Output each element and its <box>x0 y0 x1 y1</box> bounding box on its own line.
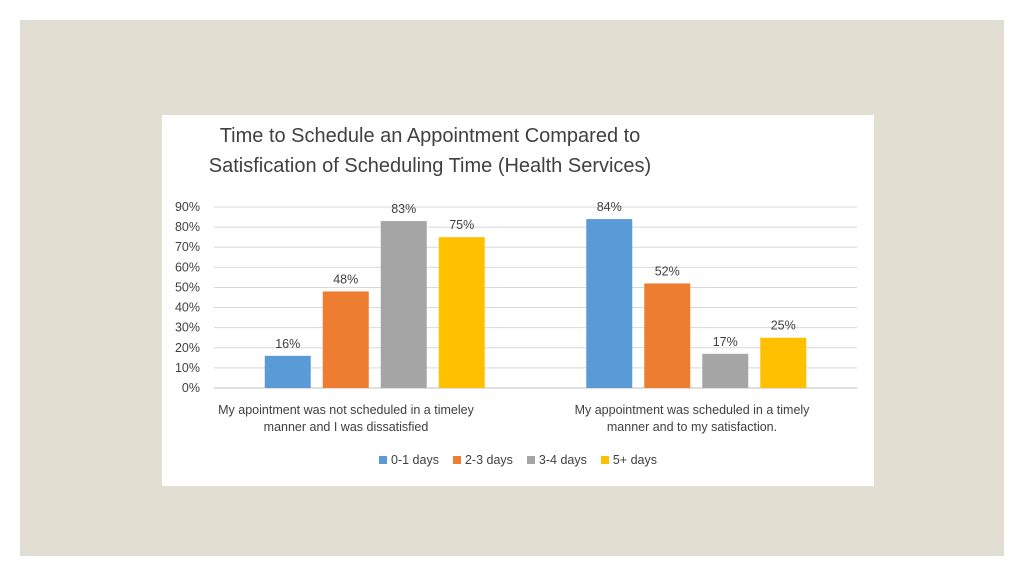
chart-card: Time to Schedule an Appointment Compared… <box>162 115 874 486</box>
bar <box>438 237 485 388</box>
y-tick-label: 40% <box>175 301 200 315</box>
category-label-1: My apointment was not scheduled in a tim… <box>176 402 516 436</box>
bar <box>380 221 427 388</box>
bar <box>760 337 807 388</box>
y-tick-label: 50% <box>175 280 200 294</box>
bar <box>586 219 633 388</box>
data-label: 75% <box>449 218 474 232</box>
bar <box>644 283 691 388</box>
data-label: 48% <box>333 272 358 286</box>
y-tick-label: 70% <box>175 240 200 254</box>
data-label: 25% <box>771 319 796 333</box>
legend-swatch <box>379 456 387 464</box>
bar <box>702 353 749 388</box>
legend-swatch <box>526 456 535 464</box>
data-label: 17% <box>713 335 738 349</box>
bar <box>264 355 311 388</box>
category-label-2-line-1: My appointment was scheduled in a timely <box>574 403 810 417</box>
category-label-1-line-2: manner and I was dissatisfied <box>263 420 429 434</box>
legend-swatch <box>452 456 461 464</box>
data-label: 16% <box>275 337 300 351</box>
legend-label: 2-3 days <box>464 453 513 467</box>
data-label: 52% <box>655 264 680 278</box>
y-tick-label: 10% <box>175 361 200 375</box>
legend-item: 2-3 days <box>452 453 513 467</box>
y-tick-label: 80% <box>175 220 200 234</box>
category-label-2-line-2: manner and to my satisfaction. <box>606 420 778 434</box>
legend-swatch <box>600 456 609 464</box>
legend-label: 3-4 days <box>538 453 587 467</box>
y-tick-label: 20% <box>175 341 200 355</box>
y-tick-label: 0% <box>182 381 200 395</box>
chart-plot: 0% 10% 20% 30% 40% 50% 60% 70% 80% 90% 16% 48% 83% 75… <box>175 200 857 395</box>
chart-title-line-1: Time to Schedule an Appointment Compared… <box>219 125 641 147</box>
category-label-1-line-1: My apointment was not scheduled in a tim… <box>218 403 474 417</box>
bar <box>322 291 369 388</box>
data-label: 84% <box>597 200 622 214</box>
y-tick-label: 60% <box>175 260 200 274</box>
category-label-2: My appointment was scheduled in a timely… <box>522 402 862 436</box>
y-tick-label: 30% <box>175 321 200 335</box>
legend-item: 5+ days <box>600 453 657 467</box>
y-tick-label: 90% <box>175 200 200 214</box>
data-label: 83% <box>391 202 416 216</box>
legend-label: 0-1 days <box>391 453 439 467</box>
legend-item: 0-1 days <box>379 453 439 467</box>
legend-item: 3-4 days <box>526 453 587 467</box>
slide-background: Time to Schedule an Appointment Compared… <box>20 20 1004 556</box>
legend-label: 5+ days <box>612 453 657 467</box>
chart-legend: 0-1 days 2-3 days 3-4 days 5+ days <box>162 453 874 467</box>
chart-title-line-2: Satisfication of Scheduling Time (Health… <box>208 155 652 177</box>
